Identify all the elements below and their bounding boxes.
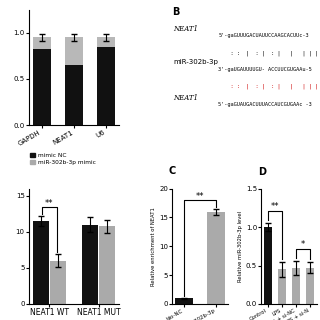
Bar: [97, 46, 115, 125]
Bar: [292, 268, 300, 304]
Text: 3'-gaUGAUUUUGU- ACCUUCGUGAAu-5: 3'-gaUGAUUUUGU- ACCUUCGUGAAu-5: [219, 67, 312, 72]
Bar: [207, 212, 225, 304]
Text: miR-302b-3p: miR-302b-3p: [173, 59, 219, 65]
Text: NEAT1: NEAT1: [173, 25, 199, 33]
Text: **: **: [45, 199, 54, 208]
Text: NEAT1: NEAT1: [173, 94, 199, 102]
Bar: [33, 37, 51, 49]
Bar: [33, 49, 51, 125]
Y-axis label: Relative miR-302b-3p level: Relative miR-302b-3p level: [238, 211, 243, 282]
Bar: [278, 269, 286, 304]
Text: *: *: [301, 240, 305, 249]
Bar: [33, 221, 49, 304]
Y-axis label: Relative enrichment of NEAT1: Relative enrichment of NEAT1: [151, 207, 156, 286]
Text: 5'-gaGUUUGACUAUUCCAAGCACUUc-3: 5'-gaGUUUGACUAUUCCAAGCACUUc-3: [219, 33, 309, 38]
Text: **: **: [196, 192, 204, 201]
Legend: mimic NC, miR-302b-3p mimic: mimic NC, miR-302b-3p mimic: [27, 151, 98, 167]
Bar: [97, 37, 115, 46]
Bar: [307, 268, 314, 304]
Bar: [100, 226, 115, 304]
Text: **: **: [270, 202, 279, 211]
Bar: [65, 65, 83, 125]
Text: 5'-gaGUAUGACUUUACCAUCGUGAAc -3: 5'-gaGUAUGACUUUACCAUCGUGAAc -3: [219, 102, 312, 107]
Text: : :  |  : |  : |   |   | | | | | | | |: : : | : | : | | | | | | | | | |: [219, 50, 320, 55]
Bar: [50, 261, 66, 304]
Bar: [82, 225, 98, 304]
Bar: [175, 298, 193, 304]
Text: B: B: [172, 7, 180, 17]
Bar: [65, 37, 83, 65]
Text: C: C: [169, 166, 176, 176]
Text: D: D: [258, 167, 266, 177]
Text: : :  |  : |  : |   |   | | | | | | | |: : : | : | : | | | | | | | | | |: [219, 84, 320, 89]
Bar: [264, 227, 272, 304]
